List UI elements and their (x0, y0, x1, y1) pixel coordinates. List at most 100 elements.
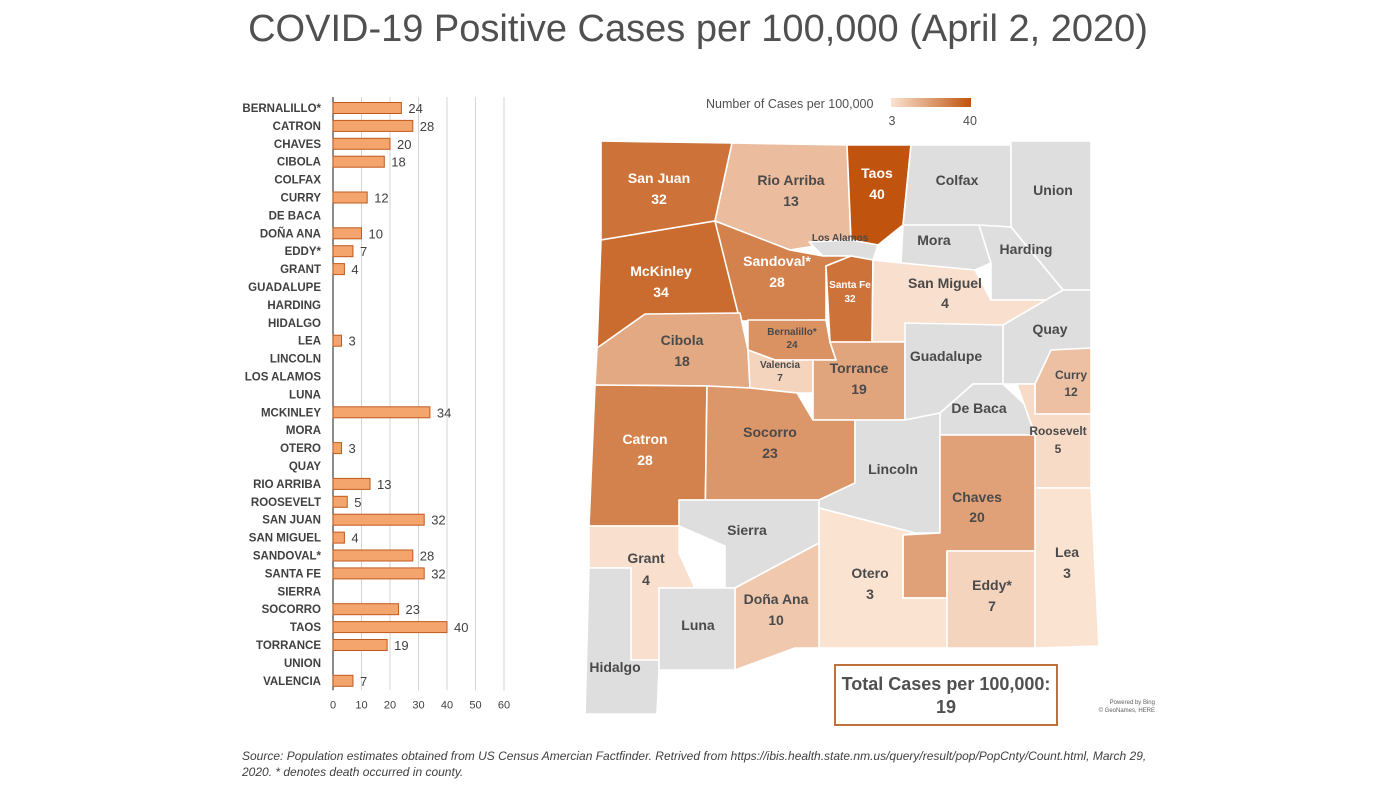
bar (332, 119, 414, 132)
total-box (834, 664, 1058, 726)
category-label: DOÑA ANA (260, 227, 321, 240)
county-value-label: 24 (786, 340, 798, 351)
bar-value-label: 28 (420, 549, 434, 564)
bar-value-label: 4 (351, 531, 358, 546)
county-name-label: Curry (1055, 368, 1087, 382)
bar (332, 531, 345, 544)
category-label: LUNA (289, 389, 321, 401)
county-name-label: Roosevelt (1029, 424, 1086, 438)
county-value-label: 32 (651, 191, 667, 207)
bar (332, 155, 385, 168)
bar-value-label: 13 (377, 477, 391, 492)
county-name-label: Doña Ana (744, 591, 809, 607)
category-label: SANTA FE (265, 568, 322, 580)
county-value-label: 7 (988, 598, 996, 614)
category-label: SIERRA (278, 586, 321, 598)
county-name-label: Lea (1055, 544, 1079, 560)
map-credit-line1: Powered by Bing (1110, 700, 1155, 706)
county-value-label: 40 (869, 186, 885, 202)
county-name-label: San Juan (628, 170, 690, 186)
county-value-label: 32 (844, 294, 856, 305)
category-label: LINCOLN (270, 354, 321, 366)
bar (332, 137, 391, 150)
county-name-label: Eddy* (972, 577, 1012, 593)
category-label: BERNALILLO* (242, 103, 321, 115)
county-map: San Juan 32 Rio Arriba 13 Taos 40 Colfax Union L… (584, 97, 1155, 726)
legend-max-label: 40 (963, 114, 977, 128)
bar-value-label: 10 (369, 226, 383, 241)
bar-value-label: 32 (431, 513, 445, 528)
bar (332, 639, 388, 651)
bar-value-label: 3 (349, 334, 356, 349)
county-name-label: Hidalgo (589, 659, 640, 675)
bar (332, 102, 402, 114)
county-value-label: 28 (769, 274, 785, 290)
category-label: CURRY (281, 193, 322, 205)
x-tick-label: 50 (469, 699, 481, 711)
category-label: SANDOVAL* (253, 551, 322, 563)
category-label: LOS ALAMOS (245, 372, 322, 384)
county-value-label: 28 (637, 452, 653, 468)
county-name-label: Torrance (830, 360, 889, 376)
county-label-layer: San Juan 32 Rio Arriba 13 Taos 40 Colfax Union L… (589, 165, 1087, 675)
county-mora (900, 224, 992, 271)
county-name-label: Cibola (661, 332, 704, 348)
bar-value-label: 40 (454, 620, 468, 635)
bar-value-label: 24 (408, 101, 422, 116)
county-value-label: 12 (1064, 385, 1078, 399)
bar-value-label: 7 (360, 244, 367, 259)
county-value-label: 23 (762, 445, 778, 461)
county-name-label: McKinley (630, 263, 692, 279)
bar (332, 191, 368, 204)
x-tick-label: 20 (384, 699, 396, 711)
category-label: MORA (286, 425, 321, 437)
total-label: Total Cases per 100,000: (842, 674, 1051, 694)
source-note: Source: Population estimates obtained fr… (242, 749, 1147, 779)
legend-color-bar (891, 98, 971, 107)
county-name-label: Sandoval* (743, 253, 811, 269)
county-name-label: Luna (681, 617, 715, 633)
county-name-label: Sierra (727, 522, 767, 538)
bar (332, 406, 431, 419)
x-tick-label: 60 (498, 699, 510, 711)
bar-value-label: 28 (420, 119, 434, 134)
county-name-label: Quay (1032, 321, 1067, 337)
county-name-label: Rio Arriba (757, 172, 824, 188)
category-label: SAN MIGUEL (249, 533, 321, 545)
category-label: TORRANCE (256, 640, 321, 652)
county-value-label: 18 (674, 353, 690, 369)
x-tick-label: 0 (330, 699, 336, 711)
bar (332, 263, 345, 276)
category-label: SOCORRO (262, 604, 321, 616)
x-tick-label: 10 (355, 699, 367, 711)
county-luna (658, 587, 736, 671)
county-lea (1034, 487, 1100, 649)
bar (332, 674, 354, 687)
category-label: GRANT (280, 264, 321, 276)
county-name-label: Santa Fe (829, 280, 871, 291)
category-label: CATRON (273, 121, 321, 133)
county-name-label: Los Alamos (812, 233, 869, 244)
county-name-label: Union (1033, 182, 1073, 198)
county-name-label: De Baca (951, 400, 1006, 416)
county-value-label: 3 (1063, 565, 1071, 581)
bar-value-label: 23 (406, 602, 420, 617)
bar-value-label: 18 (391, 155, 405, 170)
county-name-label: Chaves (952, 489, 1002, 505)
county-name-label: Lincoln (868, 461, 918, 477)
x-tick-label: 30 (412, 699, 424, 711)
category-label: ROOSEVELT (251, 497, 321, 509)
bar-value-label: 20 (397, 137, 411, 152)
category-label: QUAY (289, 461, 321, 473)
bar-value-label: 32 (431, 566, 445, 581)
bar-value-label: 19 (394, 638, 408, 653)
map-credit-line2: © GeoNames, HERE (1099, 707, 1155, 714)
county-value-label: 5 (1055, 442, 1062, 456)
bar-value-label: 5 (354, 495, 361, 510)
category-label: GUADALUPE (248, 282, 321, 294)
category-label: HARDING (267, 300, 321, 312)
bar (332, 495, 348, 508)
county-value-label: 34 (653, 284, 669, 300)
category-label: UNION (284, 658, 321, 670)
county-name-label: Socorro (743, 424, 797, 440)
